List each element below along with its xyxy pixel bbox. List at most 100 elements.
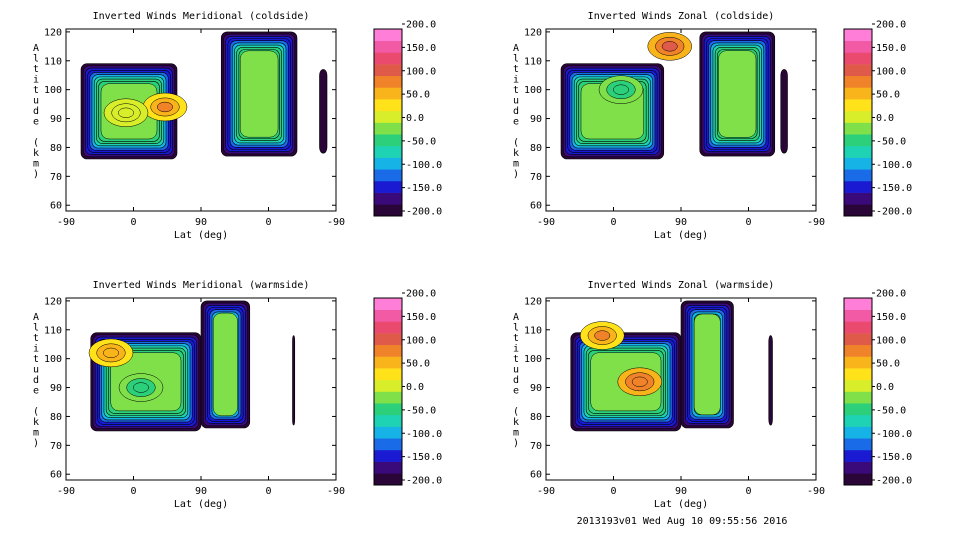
footer-stamp: 2013193v01 Wed Aug 10 09:55:56 2016 xyxy=(577,516,788,527)
colorbar-swatch xyxy=(374,169,402,182)
y-tick-label: 120 xyxy=(524,27,542,38)
contour-feature xyxy=(133,382,149,393)
colorbar-tick-label: -200.0 xyxy=(406,207,442,218)
colorbar-swatch xyxy=(844,368,872,381)
chart-title: Inverted Winds Meridional (warmside) xyxy=(93,280,310,291)
data-segment xyxy=(200,300,251,429)
y-tick-label: 120 xyxy=(44,296,62,307)
data-field xyxy=(88,300,296,432)
contour-band xyxy=(319,69,328,154)
contour-feature xyxy=(631,376,648,387)
colorbar-swatch xyxy=(374,473,402,486)
contour-feature xyxy=(661,41,678,52)
colorbar-tick-label: -150.0 xyxy=(406,183,442,194)
colorbar-tick-label: -200.0 xyxy=(406,476,442,487)
colorbar-swatch xyxy=(844,204,872,217)
colorbar-swatch xyxy=(374,438,402,451)
colorbar-swatch xyxy=(844,110,872,123)
x-tick-label: -90 xyxy=(57,217,75,228)
contour-band xyxy=(768,335,773,426)
y-tick-label: 90 xyxy=(50,383,62,394)
x-tick-label: -90 xyxy=(327,217,345,228)
colorbar-swatch xyxy=(374,29,402,41)
colorbar-swatch xyxy=(374,298,402,310)
y-tick-label: 80 xyxy=(50,412,62,423)
y-tick-label: 120 xyxy=(524,296,542,307)
colorbar-tick-label: 150.0 xyxy=(406,312,436,323)
chart-panel-1: Inverted Winds Meridional (coldside) -90 0… xyxy=(33,11,442,241)
x-tick-label: 0 xyxy=(265,486,271,497)
colorbar: 200.0 150.0 100.0 50.0 0.0 -50.0 -100.0 -150.0 -… xyxy=(373,20,442,218)
colorbar-tick-label: 200.0 xyxy=(876,289,906,300)
y-tick-label: 90 xyxy=(530,114,542,125)
colorbar-tick-label: 50.0 xyxy=(406,359,430,370)
data-segment xyxy=(220,31,298,157)
colorbar-swatch xyxy=(844,145,872,158)
x-tick-label: -90 xyxy=(807,486,825,497)
contour-interior xyxy=(718,50,757,138)
colorbar-swatch xyxy=(844,64,872,77)
y-tick-label: 100 xyxy=(524,85,542,96)
colorbar-swatch xyxy=(844,29,872,41)
colorbar-swatch xyxy=(844,309,872,322)
data-field xyxy=(80,31,328,160)
colorbar-swatch xyxy=(844,169,872,182)
chart-title: Inverted Winds Meridional (coldside) xyxy=(93,11,310,22)
colorbar-tick-label: -50.0 xyxy=(406,405,436,416)
x-axis-label: Lat (deg) xyxy=(174,499,228,510)
colorbar-tick-label: -100.0 xyxy=(876,160,912,171)
y-tick-label: 70 xyxy=(50,172,62,183)
x-tick-label: 0 xyxy=(610,486,616,497)
y-tick-label: 80 xyxy=(530,143,542,154)
colorbar-swatch xyxy=(844,356,872,369)
colorbar-swatch xyxy=(844,473,872,486)
colorbar-swatch xyxy=(374,110,402,123)
x-tick-label: -90 xyxy=(537,486,555,497)
contour-interior xyxy=(212,312,238,417)
colorbar-swatch xyxy=(374,99,402,112)
colorbar-swatch xyxy=(844,391,872,404)
colorbar-tick-label: -200.0 xyxy=(876,476,912,487)
y-tick-label: 110 xyxy=(524,325,542,336)
colorbar-swatch xyxy=(374,204,402,217)
colorbar-swatch xyxy=(374,321,402,334)
contour-feature xyxy=(594,330,611,341)
colorbar-swatch xyxy=(374,134,402,147)
y-tick-label: 80 xyxy=(50,143,62,154)
contour-interior xyxy=(239,50,279,138)
colorbar-tick-label: -50.0 xyxy=(406,136,436,147)
colorbar-swatch xyxy=(844,403,872,416)
colorbar-tick-label: 100.0 xyxy=(406,66,436,77)
y-tick-label: 110 xyxy=(524,56,542,67)
data-segment xyxy=(680,300,734,429)
colorbar-swatch xyxy=(374,368,402,381)
colorbar-swatch xyxy=(374,40,402,53)
colorbar-swatch xyxy=(844,414,872,427)
colorbar-swatch xyxy=(844,344,872,357)
contour-feature xyxy=(103,347,119,359)
colorbar-swatch xyxy=(844,157,872,170)
colorbar-tick-label: -100.0 xyxy=(406,429,442,440)
y-tick-label: 60 xyxy=(50,470,62,481)
colorbar-tick-label: 50.0 xyxy=(876,359,900,370)
contour-band xyxy=(292,335,296,426)
y-tick-label: 60 xyxy=(530,201,542,212)
colorbar-tick-label: 0.0 xyxy=(406,113,424,124)
colorbar-tick-label: 0.0 xyxy=(876,382,894,393)
colorbar-swatch xyxy=(844,333,872,346)
colorbar-frame xyxy=(843,28,873,217)
colorbar-swatch xyxy=(374,461,402,474)
y-tick-label: 110 xyxy=(44,325,62,336)
colorbar-tick-label: 150.0 xyxy=(406,43,436,54)
y-tick-label: 120 xyxy=(44,27,62,38)
colorbar-swatch xyxy=(844,40,872,53)
y-tick-label: 110 xyxy=(44,56,62,67)
contour-band xyxy=(780,69,788,154)
colorbar-swatch xyxy=(374,64,402,77)
y-tick-label: 100 xyxy=(44,354,62,365)
x-tick-label: 0 xyxy=(130,486,136,497)
